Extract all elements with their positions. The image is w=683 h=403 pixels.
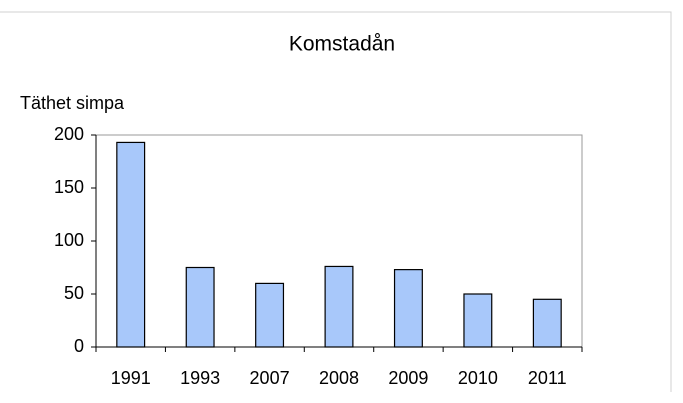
x-tick-label: 2007 [250, 368, 290, 388]
x-tick-label: 1993 [180, 368, 220, 388]
x-tick-label: 2009 [388, 368, 428, 388]
frame [0, 11, 672, 392]
x-tick-label: 2008 [319, 368, 359, 388]
chart-title: Komstadån [289, 33, 395, 56]
x-tick-label: 2010 [458, 368, 498, 388]
bar [324, 265, 354, 348]
x-tick-label: 1991 [111, 368, 151, 388]
bar [116, 141, 146, 348]
bar [255, 282, 285, 348]
bar [463, 293, 493, 348]
y-tick-label: 150 [54, 177, 84, 197]
y-tick-label: 100 [54, 230, 84, 250]
bar [185, 266, 215, 348]
bar [532, 298, 562, 348]
x-tick-label: 2011 [528, 368, 567, 388]
bar [393, 269, 423, 348]
y-tick-label: 50 [64, 283, 84, 303]
y-tick-label: 0 [74, 336, 84, 356]
y-tick-label: 200 [54, 124, 84, 144]
y-axis-label: Täthet simpa [20, 93, 125, 113]
